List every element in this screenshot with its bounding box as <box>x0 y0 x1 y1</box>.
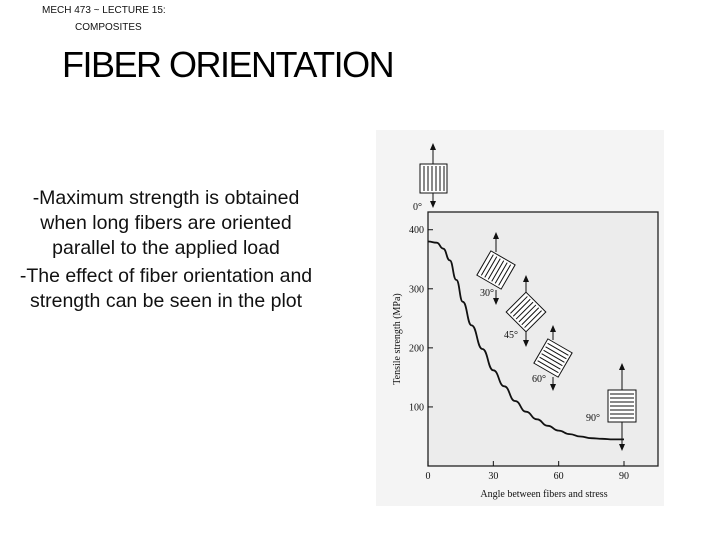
x-axis-label: Angle between fibers and stress <box>480 489 607 500</box>
annotation-0deg: 0° <box>413 202 422 213</box>
annotation-60deg: 60° <box>532 374 546 385</box>
specimen-0deg-icon <box>419 143 448 208</box>
y-tick-label: 400 <box>409 225 424 236</box>
bullet-item-orientation: -The effect of fiber orientation and str… <box>19 265 313 312</box>
specimen-30deg-icon <box>476 232 516 305</box>
x-tick-label: 60 <box>554 471 564 482</box>
bullet-item-strength: -Maximum strength is obtained when long … <box>32 187 300 259</box>
y-tick-label: 300 <box>409 284 424 295</box>
annotation-45deg: 45° <box>504 330 518 341</box>
bullet-list: -Maximum strength is obtained when long … <box>8 186 324 317</box>
course-subheader: COMPOSITES <box>75 22 142 33</box>
strength-curve <box>427 240 624 441</box>
course-header: MECH 473 ~ LECTURE 15: <box>42 5 166 16</box>
x-tick-label: 0 <box>426 471 431 482</box>
specimen-60deg-icon <box>533 325 573 391</box>
x-tick-label: 90 <box>619 471 629 482</box>
y-tick-label: 100 <box>409 402 424 413</box>
specimen-45deg-icon <box>505 275 547 347</box>
annotation-90deg: 90° <box>586 413 600 424</box>
specimen-90deg-icon <box>607 363 637 451</box>
annotation-30deg: 30° <box>480 288 494 299</box>
y-tick-label: 200 <box>409 343 424 354</box>
strength-chart: 100 200 300 400 0 30 60 90 <box>392 143 659 500</box>
slide-title: FIBER ORIENTATION <box>62 44 395 85</box>
strength-vs-angle-figure: 100 200 300 400 0 30 60 90 <box>376 130 664 506</box>
plot-frame <box>427 211 659 467</box>
x-tick-label: 30 <box>488 471 498 482</box>
y-axis-label: Tensile strength (MPa) <box>392 293 403 385</box>
